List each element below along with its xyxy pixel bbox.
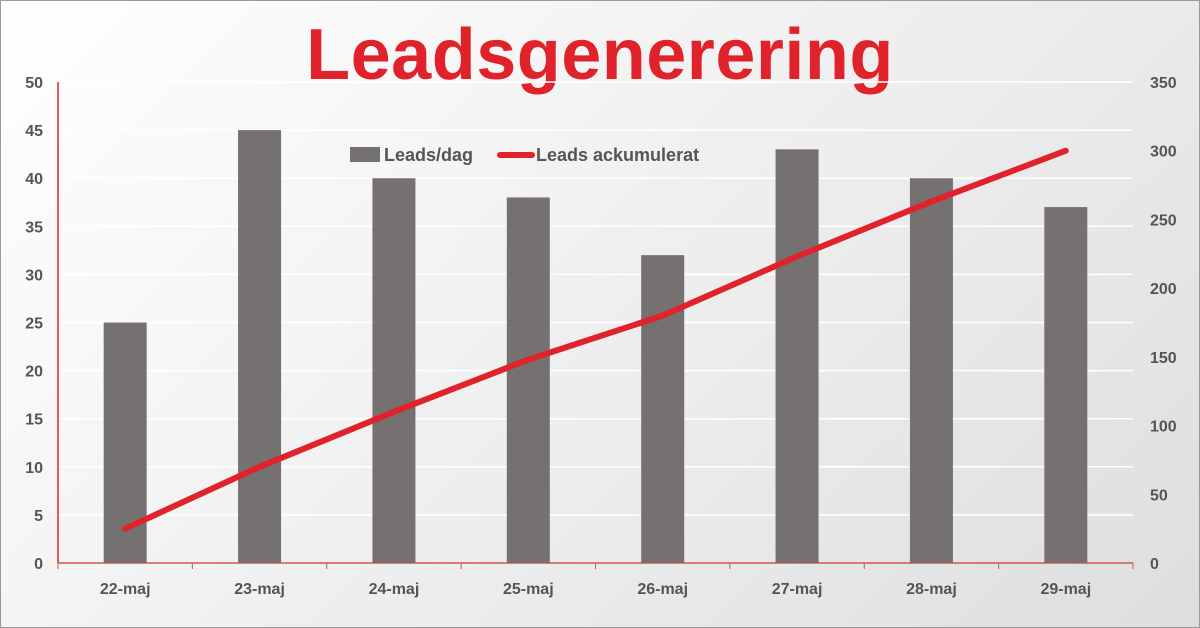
y-left-tick-label: 10	[25, 460, 43, 477]
bar	[1044, 207, 1088, 563]
x-tick-label: 28-maj	[906, 581, 957, 598]
bar	[909, 178, 953, 563]
x-tick-label: 27-maj	[772, 581, 823, 598]
y-left-tick-label: 35	[25, 219, 43, 236]
y-left-tick-label: 45	[25, 123, 43, 140]
x-tick-label: 24-maj	[369, 581, 420, 598]
legend-label-leads-dag: Leads/dag	[384, 145, 473, 165]
bar	[506, 197, 550, 563]
y-right-tick-label: 300	[1150, 144, 1177, 161]
y-right-tick-label: 350	[1150, 75, 1177, 92]
x-tick-label: 23-maj	[234, 581, 285, 598]
y-left-tick-label: 15	[25, 412, 43, 429]
x-tick-label: 22-maj	[100, 581, 151, 598]
bar	[641, 255, 685, 563]
y-left-tick-label: 25	[25, 316, 43, 333]
y-right-tick-label: 50	[1150, 487, 1168, 504]
y-right-tick-label: 150	[1150, 350, 1177, 367]
line-series-leads-ackumulerat	[122, 147, 1069, 532]
x-tick-label: 25-maj	[503, 581, 554, 598]
y-left-tick-label: 50	[25, 75, 43, 92]
y-right-tick-label: 250	[1150, 212, 1177, 229]
x-tick-label: 26-maj	[637, 581, 688, 598]
x-tick-label: 29-maj	[1040, 581, 1091, 598]
y-right-tick-label: 100	[1150, 419, 1177, 436]
bar	[775, 149, 819, 563]
bar	[372, 178, 416, 563]
y-left-tick-label: 0	[34, 556, 43, 573]
y-left-tick-label: 5	[34, 508, 43, 525]
bar	[238, 130, 282, 563]
y-left-tick-label: 40	[25, 171, 43, 188]
y-right-tick-label: 0	[1150, 556, 1159, 573]
legend-swatch-leads-dag	[350, 147, 380, 162]
y-left-tick-label: 20	[25, 364, 43, 381]
legend-label-leads-ackumulerat: Leads ackumulerat	[536, 145, 699, 165]
y-left-tick-label: 30	[25, 267, 43, 284]
y-right-tick-label: 200	[1150, 281, 1177, 298]
